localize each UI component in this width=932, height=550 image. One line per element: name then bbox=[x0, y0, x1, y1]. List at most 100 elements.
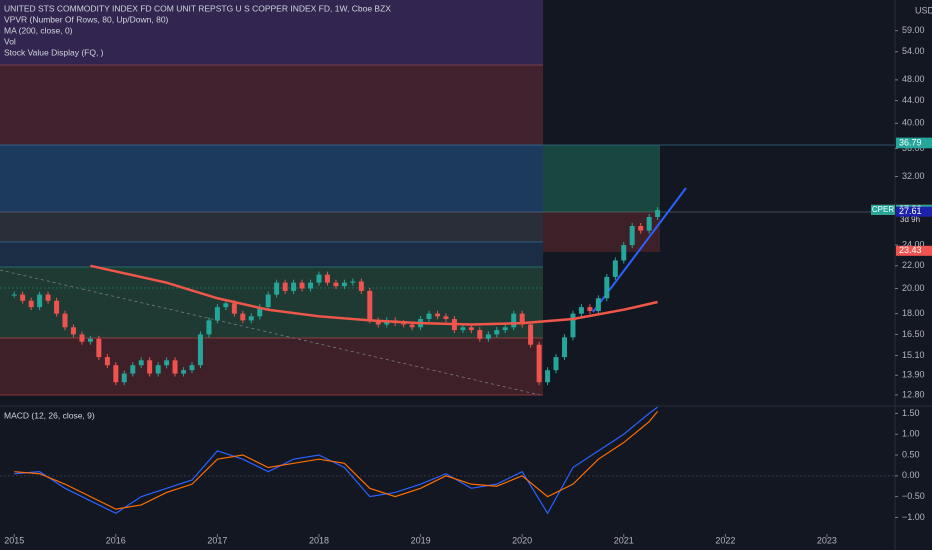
candle-body bbox=[621, 245, 627, 261]
candle-body bbox=[562, 337, 568, 358]
candle-body bbox=[638, 225, 644, 231]
candle-body bbox=[96, 338, 102, 358]
y-tick-label: 15.10 bbox=[902, 350, 925, 360]
indicator-label: Vol bbox=[4, 36, 16, 46]
candle-body bbox=[121, 373, 127, 383]
x-tick-label: 2022 bbox=[715, 535, 735, 545]
candle-body bbox=[79, 334, 85, 342]
candle-body bbox=[164, 360, 170, 366]
x-tick-label: 2020 bbox=[512, 535, 532, 545]
candle-body bbox=[367, 290, 373, 321]
price-marker-label: 27.61 bbox=[899, 206, 922, 216]
candle-body bbox=[468, 327, 474, 331]
candle-body bbox=[11, 294, 17, 296]
y-tick-label: 24.00 bbox=[902, 239, 925, 249]
x-tick-label: 2015 bbox=[4, 535, 24, 545]
candle-body bbox=[138, 360, 144, 366]
y-tick-label: 22.00 bbox=[902, 260, 925, 270]
candle-body bbox=[20, 294, 26, 301]
candle-body bbox=[333, 282, 339, 287]
candle-body bbox=[37, 294, 43, 308]
candle-body bbox=[570, 313, 576, 338]
candle-body bbox=[375, 320, 381, 325]
candle-body bbox=[519, 313, 525, 325]
y-tick-label: 16.50 bbox=[902, 329, 925, 339]
candle-body bbox=[62, 313, 68, 328]
candle-body bbox=[612, 260, 618, 277]
candle-body bbox=[248, 316, 254, 321]
candle-body bbox=[485, 334, 491, 339]
candle-body bbox=[104, 357, 110, 366]
macd-line bbox=[14, 410, 659, 510]
candle-body bbox=[87, 338, 93, 342]
indicator-label: MA (200, close, 0) bbox=[4, 25, 73, 35]
x-tick-label: 2021 bbox=[614, 535, 634, 545]
countdown-label: 3d 9h bbox=[900, 215, 920, 224]
macd-y-tick-label: 0.50 bbox=[902, 449, 920, 459]
indicator-label: VPVR (Number Of Rows, 80, Up/Down, 80) bbox=[4, 14, 169, 24]
y-tick-label: 13.90 bbox=[902, 370, 925, 380]
candle-body bbox=[265, 294, 271, 308]
moving-average bbox=[90, 264, 658, 326]
y-tick-label: 40.00 bbox=[902, 118, 925, 128]
price-marker bbox=[896, 206, 932, 217]
candle-body bbox=[181, 370, 187, 374]
price-marker bbox=[896, 138, 932, 149]
candle-body bbox=[113, 365, 119, 383]
candle-body bbox=[646, 217, 652, 231]
currency-label: USD bbox=[915, 5, 932, 15]
candle-body bbox=[536, 344, 542, 383]
price-marker bbox=[896, 245, 932, 256]
candle-body bbox=[155, 365, 161, 374]
x-tick-label: 2018 bbox=[309, 535, 329, 545]
macd-line bbox=[14, 406, 658, 515]
candle-body bbox=[54, 300, 60, 314]
candle-body bbox=[274, 282, 280, 295]
x-tick-label: 2016 bbox=[106, 535, 126, 545]
macd-y-tick-label: −0.50 bbox=[902, 491, 925, 501]
candle-body bbox=[578, 307, 584, 314]
x-tick-label: 2023 bbox=[817, 535, 837, 545]
y-tick-label: 48.00 bbox=[902, 74, 925, 84]
candle-body bbox=[324, 274, 330, 283]
x-tick-label: 2017 bbox=[207, 535, 227, 545]
price-marker-label: 36.79 bbox=[899, 138, 922, 148]
candle-body bbox=[189, 365, 195, 371]
candle-body bbox=[231, 303, 237, 314]
macd-y-tick-label: 0.00 bbox=[902, 470, 920, 480]
candle-body bbox=[282, 282, 288, 291]
price-tag-label: CPER bbox=[872, 205, 894, 214]
x-tick-label: 2019 bbox=[411, 535, 431, 545]
candle-body bbox=[240, 313, 246, 321]
macd-title: MACD (12, 26, close, 9) bbox=[4, 410, 95, 420]
candle-body bbox=[587, 307, 593, 312]
price-tag bbox=[871, 204, 895, 215]
y-tick-label: 44.00 bbox=[902, 95, 925, 105]
macd-y-tick-label: −1.00 bbox=[902, 512, 925, 522]
y-tick-label: 59.00 bbox=[902, 25, 925, 35]
candle-body bbox=[350, 281, 356, 283]
candle-body bbox=[291, 282, 297, 291]
candle-body bbox=[28, 300, 34, 308]
candle-body bbox=[426, 313, 432, 320]
candle-body bbox=[70, 327, 76, 335]
candle-body bbox=[45, 294, 51, 301]
candle-body bbox=[223, 303, 229, 308]
y-tick-label: 20.00 bbox=[902, 283, 925, 293]
candle-body bbox=[528, 324, 534, 345]
candle-body bbox=[443, 316, 449, 320]
candle-body bbox=[358, 281, 364, 291]
candle-body bbox=[299, 282, 305, 289]
candle-body bbox=[553, 357, 559, 371]
price-marker-label: 23.43 bbox=[899, 245, 922, 255]
y-tick-label: 32.00 bbox=[902, 171, 925, 181]
candle-body bbox=[502, 327, 508, 331]
candle-body bbox=[197, 334, 203, 366]
macd-y-tick-label: 1.00 bbox=[902, 429, 920, 439]
y-tick-label: 18.00 bbox=[902, 308, 925, 318]
candle-body bbox=[460, 327, 466, 331]
candle-body bbox=[214, 307, 220, 321]
candle-body bbox=[341, 282, 347, 287]
